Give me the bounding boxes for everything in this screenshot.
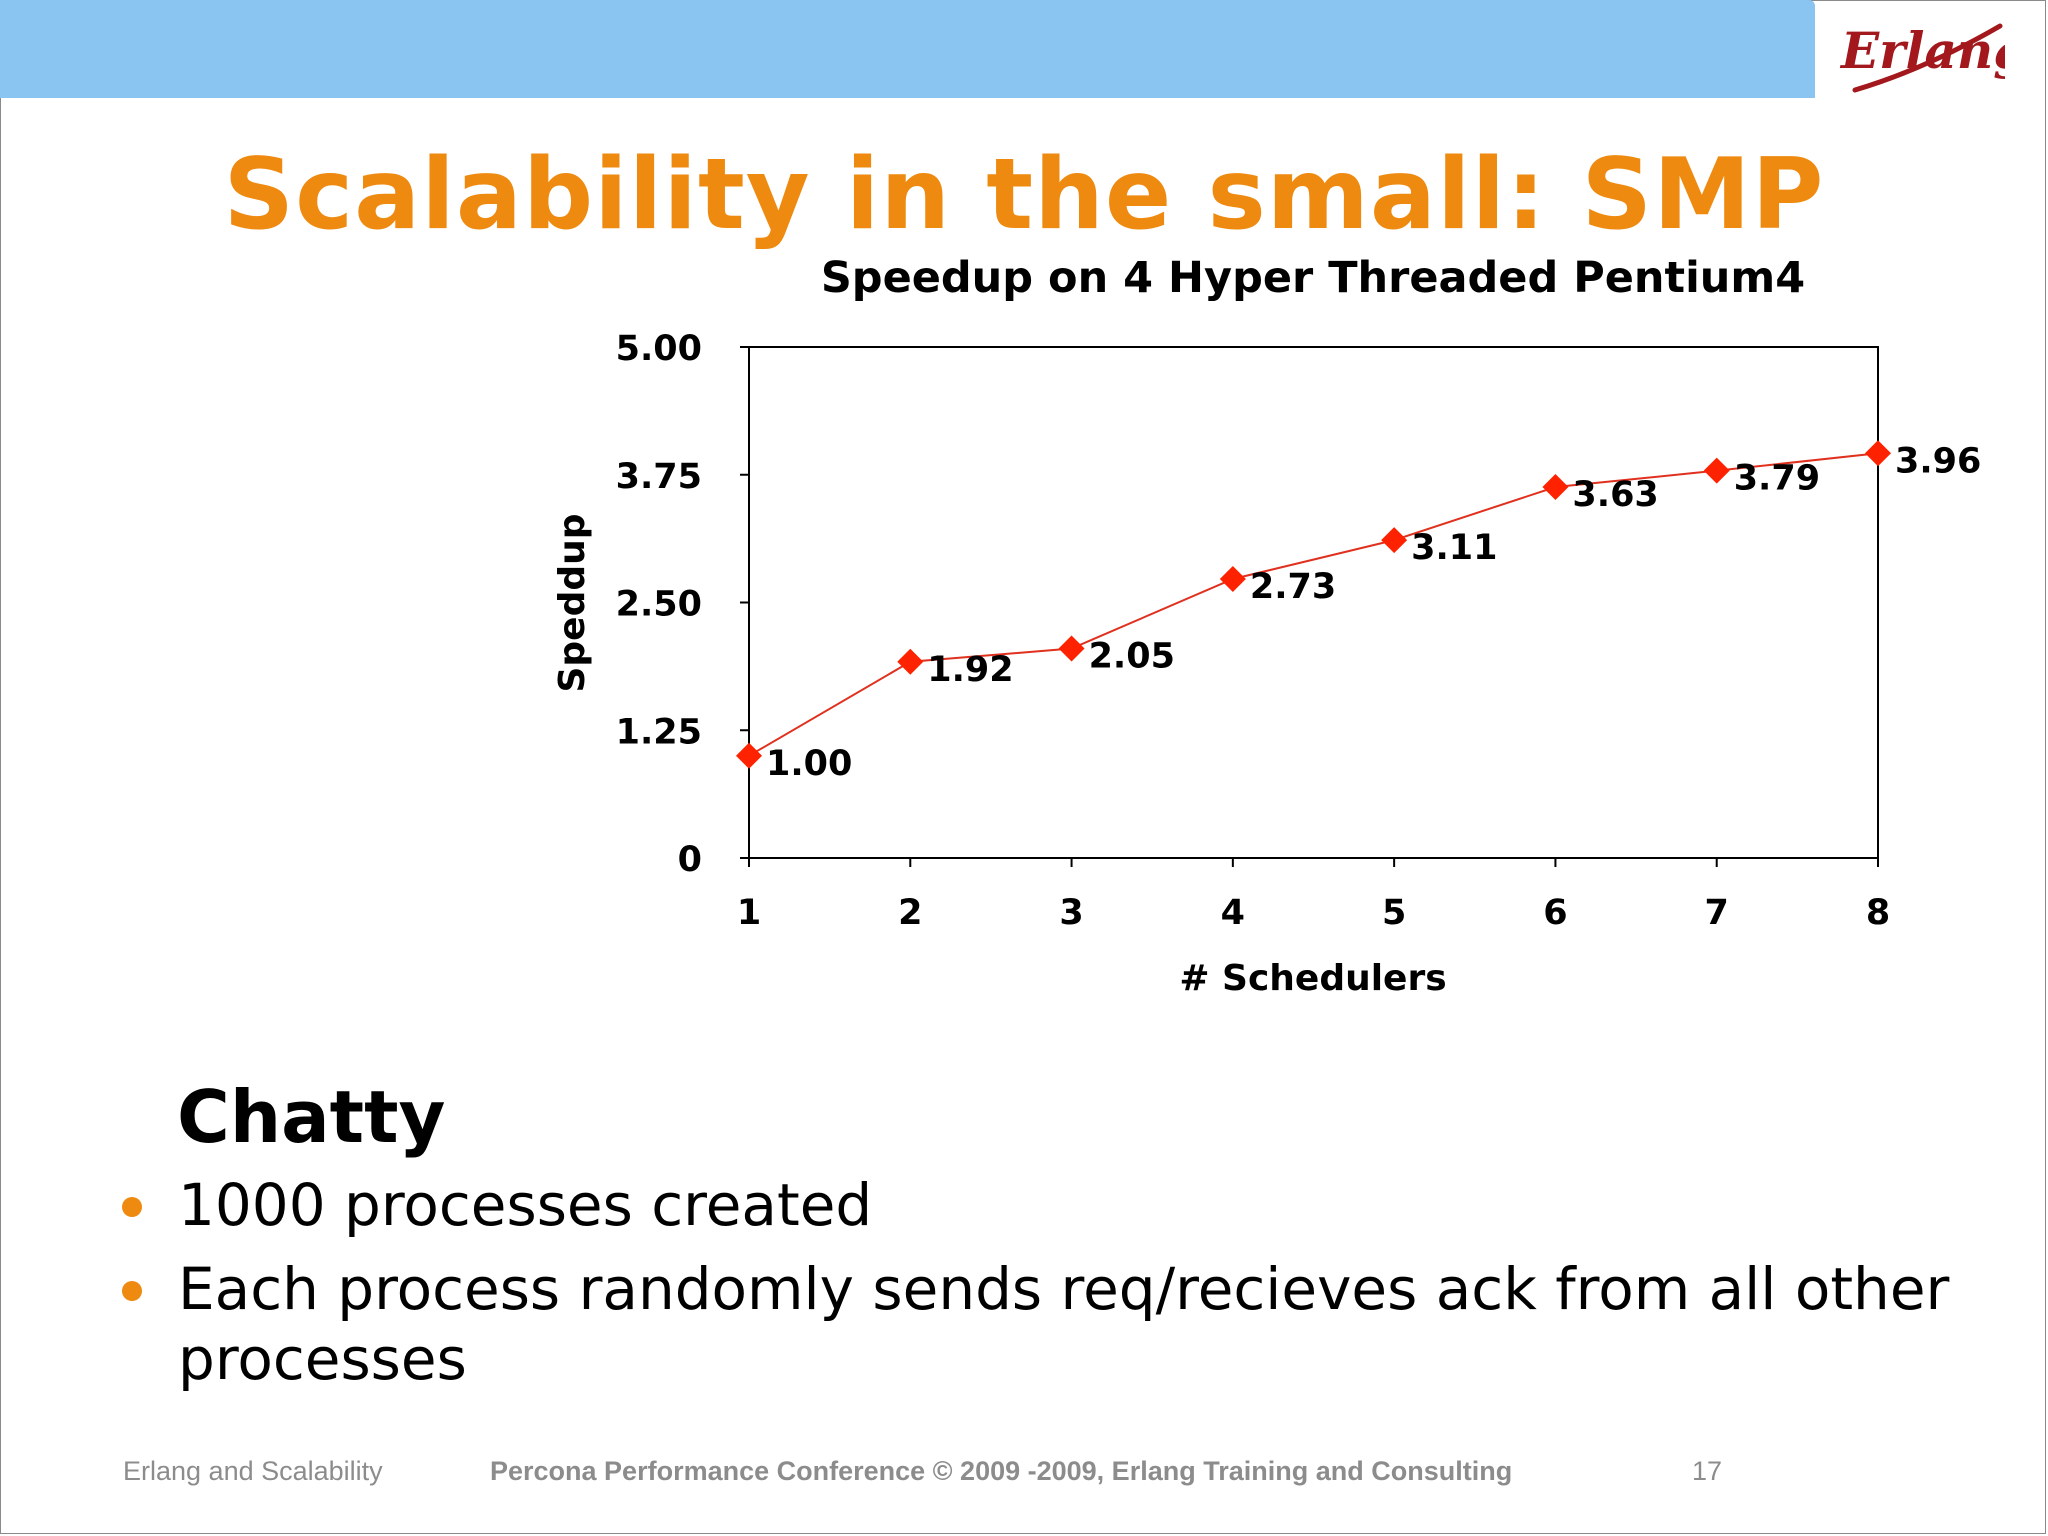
x-axis-label: # Schedulers	[1179, 958, 1446, 999]
data-label: 3.63	[1572, 475, 1658, 515]
y-tick-label: 3.75	[616, 457, 702, 497]
footer-center: Percona Performance Conference © 2009 -2…	[490, 1456, 1513, 1486]
page-number: 17	[1692, 1456, 1723, 1486]
data-labels: 1.00 1.92 2.05 2.73 3.11 3.63 3.79 3.96	[766, 441, 1981, 784]
series-markers	[736, 440, 1891, 769]
x-tick-label: 4	[1221, 893, 1245, 933]
data-point-marker	[897, 648, 924, 675]
data-label: 1.00	[766, 744, 852, 784]
section-heading: Chatty	[177, 1075, 446, 1159]
bullet-item: 1000 processes created	[115, 1170, 1995, 1240]
bullet-dot-icon	[122, 1197, 142, 1217]
bullet-text: Each process randomly sends req/recieves…	[178, 1255, 1950, 1393]
header-band	[0, 0, 1815, 98]
y-axis-label: Speddup	[552, 513, 593, 692]
y-tick-label: 5.00	[616, 329, 702, 369]
bullet-text: 1000 processes created	[178, 1171, 873, 1239]
y-axis: 0 1.25 2.50 3.75 5.00	[616, 329, 749, 880]
data-point-marker	[1865, 440, 1891, 467]
x-tick-label: 1	[737, 893, 761, 933]
data-point-marker	[736, 742, 762, 769]
erlang-logo: Erlang	[1839, 21, 2005, 93]
footer-left: Erlang and Scalability	[123, 1456, 383, 1486]
x-tick-label: 3	[1059, 893, 1083, 933]
plot-area	[748, 346, 1879, 859]
data-point-marker	[1703, 457, 1730, 484]
data-label: 1.92	[927, 650, 1013, 690]
slide-title: Scalability in the small: SMP	[223, 138, 1825, 252]
data-point-marker	[1542, 474, 1569, 501]
x-tick-label: 5	[1382, 893, 1406, 933]
x-tick-label: 8	[1866, 893, 1890, 933]
data-label: 3.79	[1734, 459, 1820, 499]
speedup-chart: Speedup on 4 Hyper Threaded Pentium4 0 1.…	[552, 253, 1981, 999]
x-tick-label: 6	[1543, 893, 1567, 933]
y-tick-label: 0	[678, 840, 702, 880]
bullet-list: 1000 processes created Each process rand…	[115, 1170, 1995, 1408]
series-line	[748, 452, 1879, 757]
x-axis: 1 2 3 4 5 6 7 8	[737, 858, 1890, 933]
data-point-marker	[1219, 565, 1246, 592]
x-tick-label: 7	[1705, 893, 1729, 933]
data-label: 2.05	[1089, 636, 1175, 676]
logo-text: Erlang	[1839, 21, 2005, 80]
data-label: 3.11	[1411, 528, 1497, 568]
y-tick-label: 2.50	[616, 585, 702, 625]
chart-title: Speedup on 4 Hyper Threaded Pentium4	[821, 253, 1805, 303]
bullet-dot-icon	[122, 1281, 142, 1301]
y-tick-label: 1.25	[616, 712, 702, 752]
data-label: 2.73	[1250, 567, 1336, 607]
data-point-marker	[1381, 527, 1408, 554]
data-point-marker	[1058, 635, 1085, 662]
x-tick-label: 2	[898, 893, 922, 933]
header-band-curve	[1780, 0, 1809, 98]
bullet-item: Each process randomly sends req/recieves…	[115, 1254, 1995, 1394]
data-label: 3.96	[1895, 441, 1981, 481]
